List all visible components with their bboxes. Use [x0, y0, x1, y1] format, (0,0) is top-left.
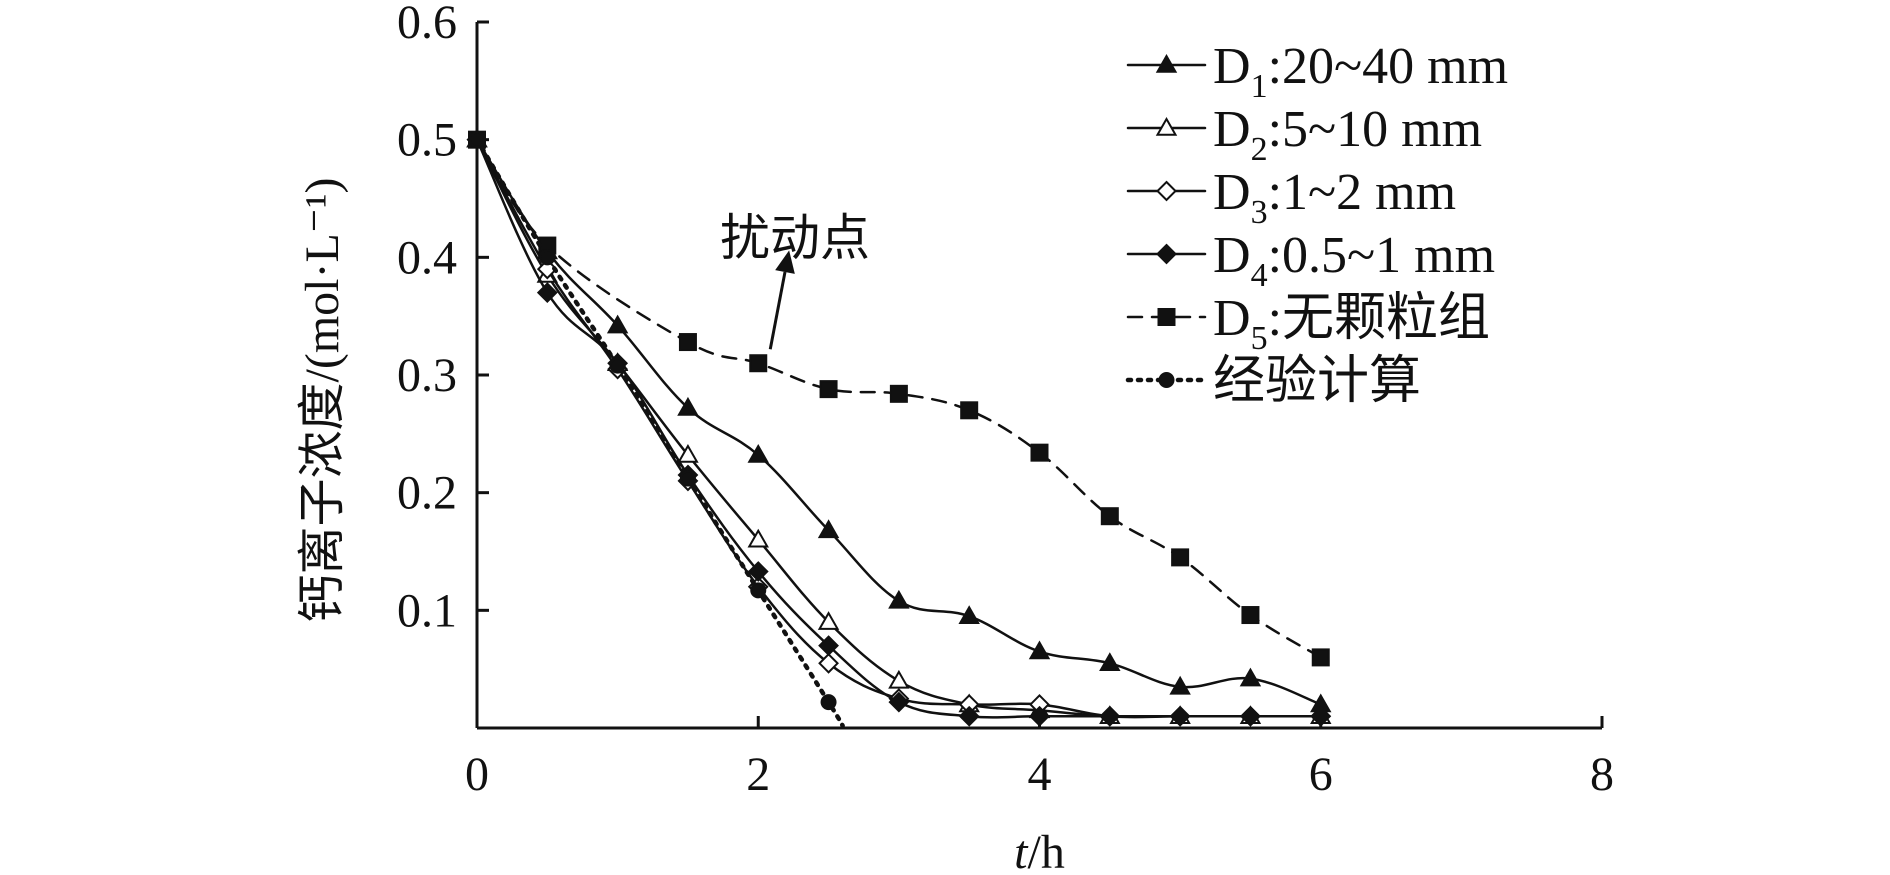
series-1 [466, 128, 1332, 713]
x-tick-label: 6 [1309, 748, 1333, 801]
legend-item: D4:0.5~1 mm [1126, 227, 1495, 294]
legend-label: D4:0.5~1 mm [1213, 227, 1495, 294]
data-point [749, 354, 768, 373]
series-line [475, 138, 1322, 719]
axis-titles: t/h 钙离子浓度/(mol·L⁻¹) [296, 177, 1065, 875]
y-tick-label: 0.2 [397, 467, 457, 520]
data-point [677, 396, 699, 416]
data-point [888, 669, 910, 689]
data-point [820, 694, 837, 711]
data-point [1158, 372, 1175, 388]
data-point [747, 561, 769, 582]
x-axis-title: t/h [1014, 826, 1065, 875]
data-point [536, 282, 558, 304]
legend-label: 经验计算 [1213, 353, 1421, 410]
data-point [1099, 705, 1121, 727]
series-line [475, 138, 1322, 706]
data-point [1100, 507, 1119, 526]
data-point [1155, 53, 1178, 73]
series-3 [466, 129, 1332, 727]
data-point [1169, 675, 1191, 695]
data-point [889, 384, 908, 403]
data-point [609, 357, 626, 374]
legend-item: 经验计算 [1125, 353, 1421, 410]
legend-item: D3:1~2 mm [1126, 164, 1456, 231]
data-point [1310, 705, 1332, 727]
annotation-arrow-head [775, 250, 795, 274]
tick-labels: 0 2 4 6 8 0.1 0.2 0.3 0.4 0.5 0.6 [397, 0, 1614, 801]
data-point [469, 131, 485, 148]
data-point [1241, 606, 1260, 625]
series-5 [468, 130, 1330, 667]
legend-label: D2:5~10 mm [1213, 101, 1482, 168]
x-tick-label: 8 [1590, 748, 1614, 801]
y-tick-label: 0.6 [397, 0, 457, 49]
y-tick-label: 0.5 [397, 114, 457, 167]
data-point [960, 401, 979, 420]
data-point [1171, 548, 1190, 567]
data-point [1156, 180, 1177, 202]
data-point [1169, 705, 1191, 727]
data-point [818, 652, 839, 674]
data-point [1239, 667, 1262, 687]
data-point [1029, 705, 1050, 727]
series-line [475, 138, 1322, 718]
data-point [819, 380, 838, 399]
data-point [606, 314, 629, 334]
data-point [1030, 443, 1049, 462]
data-point [677, 443, 699, 463]
data-point [1156, 243, 1177, 265]
annotation-arrow-shaft [768, 271, 787, 350]
series-line [475, 138, 1322, 719]
data-point [958, 605, 980, 624]
data-point [817, 611, 840, 630]
data-point [747, 443, 769, 463]
data-point [1311, 648, 1330, 667]
y-tick-label: 0.4 [397, 231, 457, 284]
x-tick-label: 4 [1028, 748, 1052, 801]
data-point [1157, 308, 1176, 326]
legend-item: D1:20~40 mm [1126, 38, 1508, 105]
data-point [818, 635, 839, 657]
data-point [817, 519, 840, 539]
data-point [1155, 116, 1178, 136]
legend-label: D5:无颗粒组 [1213, 290, 1490, 357]
y-axis-title: 钙离子浓度/(mol·L⁻¹) [296, 177, 349, 622]
data-point [747, 528, 769, 548]
x-tick-label: 0 [465, 748, 489, 801]
y-tick-label: 0.1 [397, 584, 457, 637]
data-point [679, 470, 696, 487]
legend-item: D2:5~10 mm [1126, 101, 1482, 168]
data-point [678, 333, 697, 352]
annotation-label: 扰动点 [720, 209, 870, 267]
data-point [750, 582, 767, 599]
series-6 [469, 131, 845, 728]
data-point [536, 258, 558, 280]
data-point [888, 691, 910, 713]
series-layer [466, 128, 1332, 728]
series-2 [466, 128, 1332, 724]
data-point [539, 249, 556, 266]
data-point [1240, 705, 1261, 727]
data-point [958, 705, 980, 727]
x-tick-label: 2 [746, 748, 770, 801]
data-point [1028, 640, 1051, 660]
legend-label: D3:1~2 mm [1213, 164, 1456, 231]
series-4 [466, 129, 1332, 727]
legend-item: D5:无颗粒组 [1126, 290, 1490, 357]
data-point [1099, 652, 1121, 672]
annotation: 扰动点 [720, 209, 870, 350]
legend-label: D1:20~40 mm [1213, 38, 1508, 105]
data-point [888, 589, 910, 609]
y-tick-label: 0.3 [397, 349, 457, 402]
series-line [474, 137, 845, 728]
